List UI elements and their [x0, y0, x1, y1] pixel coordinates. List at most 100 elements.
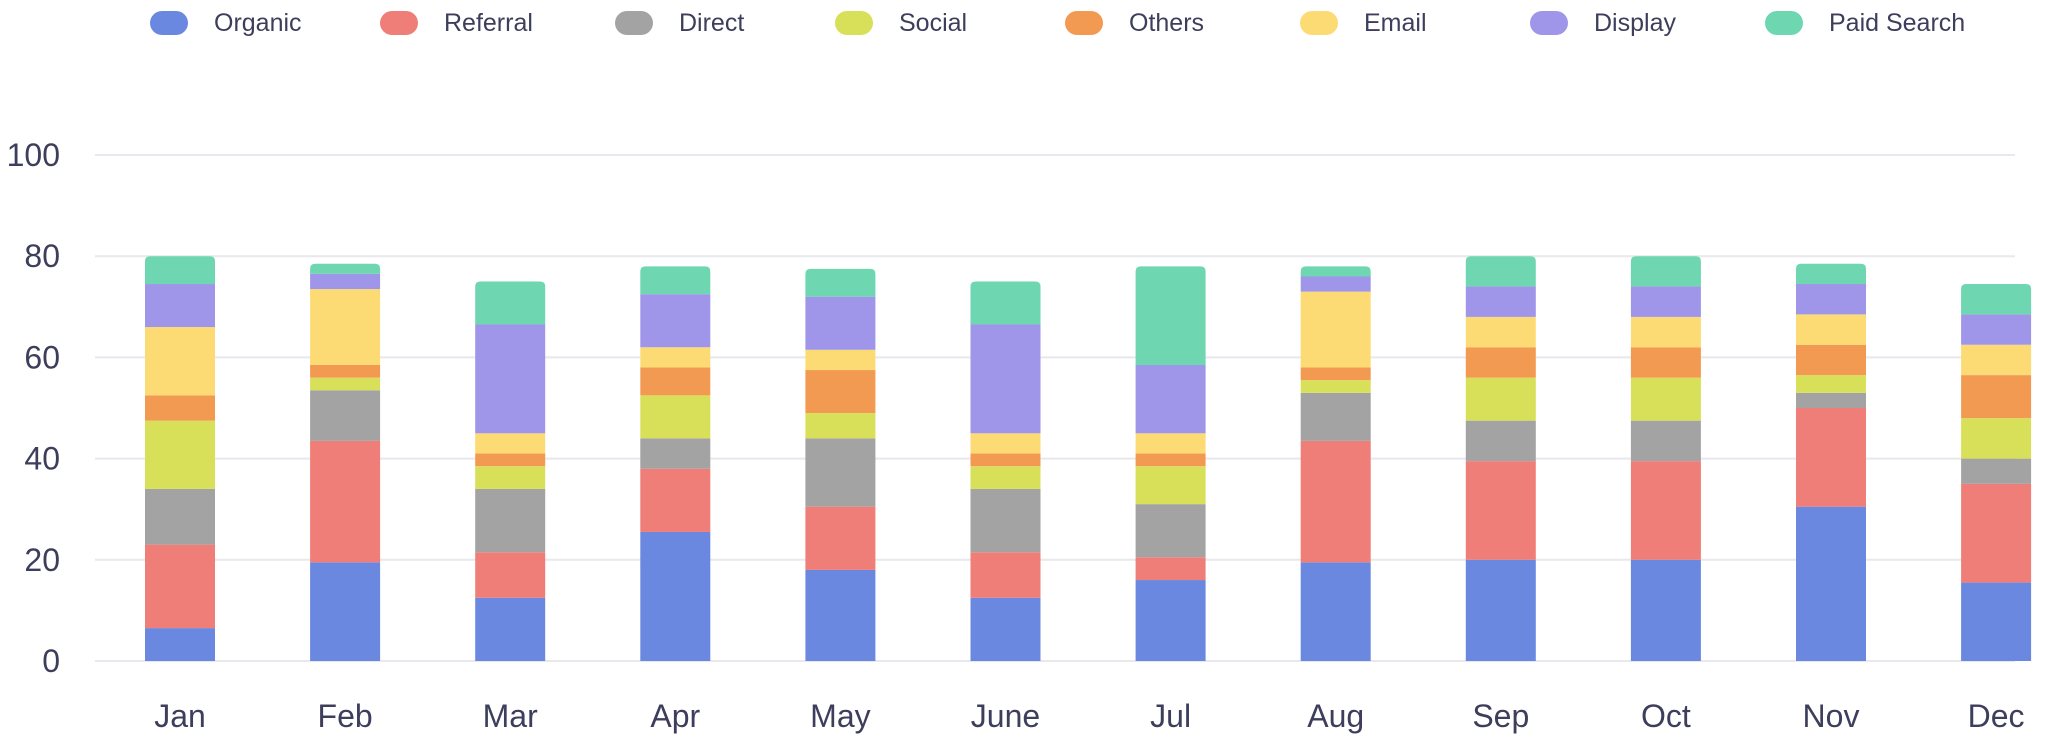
- bar-segment-referral[interactable]: [1465, 461, 1536, 560]
- legend-item-social[interactable]: Social: [835, 6, 967, 40]
- bar-segment-social[interactable]: [640, 395, 711, 439]
- bar-segment-organic[interactable]: [1135, 580, 1206, 661]
- bar-segment-others[interactable]: [1961, 375, 2032, 419]
- bar-segment-email[interactable]: [145, 327, 215, 396]
- bar-segment-referral[interactable]: [805, 506, 876, 570]
- bar-segment-paid-search[interactable]: [970, 281, 1041, 325]
- bar-segment-paid-search[interactable]: [1465, 256, 1536, 287]
- bar-segment-display[interactable]: [1465, 286, 1536, 317]
- bar-segment-referral[interactable]: [640, 468, 711, 532]
- legend-item-others[interactable]: Others: [1065, 6, 1204, 40]
- bar-segment-direct[interactable]: [640, 438, 711, 469]
- bar-segment-referral[interactable]: [1961, 483, 2032, 583]
- bar-segment-others[interactable]: [475, 453, 546, 467]
- bar-segment-display[interactable]: [1630, 286, 1701, 317]
- bar-segment-paid-search[interactable]: [475, 281, 546, 325]
- bar-segment-direct[interactable]: [1300, 392, 1371, 441]
- bar-segment-referral[interactable]: [970, 552, 1041, 598]
- bar-segment-organic[interactable]: [475, 597, 546, 661]
- bar-segment-direct[interactable]: [1135, 504, 1206, 558]
- bar-segment-organic[interactable]: [1630, 559, 1701, 661]
- bar-segment-direct[interactable]: [1630, 420, 1701, 462]
- bar-segment-display[interactable]: [640, 294, 711, 348]
- bar-segment-display[interactable]: [1300, 276, 1371, 292]
- bar-segment-email[interactable]: [1961, 344, 2032, 376]
- bar-segment-paid-search[interactable]: [1135, 266, 1206, 365]
- bar-segment-direct[interactable]: [1961, 458, 2032, 484]
- bar-segment-social[interactable]: [1630, 377, 1701, 421]
- bar-segment-social[interactable]: [1300, 380, 1371, 393]
- bar-segment-referral[interactable]: [145, 544, 215, 629]
- legend-item-organic[interactable]: Organic: [150, 6, 302, 40]
- bar-segment-referral[interactable]: [1300, 440, 1371, 563]
- bar-segment-email[interactable]: [970, 433, 1041, 454]
- bar-segment-direct[interactable]: [145, 488, 215, 545]
- bar-segment-others[interactable]: [1465, 347, 1536, 378]
- bar-segment-email[interactable]: [640, 347, 711, 368]
- bar-segment-others[interactable]: [145, 395, 215, 421]
- bar-segment-paid-search[interactable]: [310, 263, 381, 274]
- bar-segment-display[interactable]: [805, 296, 876, 350]
- bar-segment-organic[interactable]: [970, 597, 1041, 661]
- bar-segment-direct[interactable]: [1465, 420, 1536, 462]
- bar-segment-others[interactable]: [970, 453, 1041, 467]
- bar-segment-email[interactable]: [1300, 291, 1371, 368]
- bar-segment-referral[interactable]: [310, 440, 381, 563]
- bar-segment-others[interactable]: [1630, 347, 1701, 378]
- bar-segment-paid-search[interactable]: [1630, 256, 1701, 287]
- bar-segment-others[interactable]: [640, 367, 711, 396]
- bar-segment-direct[interactable]: [475, 488, 546, 553]
- bar-segment-referral[interactable]: [475, 552, 546, 598]
- bar-segment-organic[interactable]: [1961, 582, 2032, 661]
- bar-segment-display[interactable]: [1796, 284, 1866, 315]
- bar-segment-others[interactable]: [1135, 453, 1206, 467]
- bar-segment-paid-search[interactable]: [145, 256, 215, 285]
- bar-segment-social[interactable]: [1961, 418, 2032, 459]
- bar-segment-social[interactable]: [475, 466, 546, 489]
- bar-segment-email[interactable]: [1796, 314, 1866, 345]
- bar-segment-display[interactable]: [475, 324, 546, 434]
- legend-item-paid-search[interactable]: Paid Search: [1765, 6, 1965, 40]
- bar-segment-social[interactable]: [970, 466, 1041, 489]
- bar-segment-paid-search[interactable]: [640, 266, 711, 295]
- legend-item-email[interactable]: Email: [1300, 6, 1427, 40]
- bar-segment-organic[interactable]: [805, 569, 876, 661]
- bar-segment-display[interactable]: [1135, 364, 1206, 434]
- bar-segment-paid-search[interactable]: [805, 268, 876, 297]
- bar-segment-email[interactable]: [310, 289, 381, 365]
- bar-segment-social[interactable]: [1465, 377, 1536, 421]
- bar-segment-others[interactable]: [805, 370, 876, 414]
- bar-segment-others[interactable]: [1300, 367, 1371, 381]
- bar-segment-organic[interactable]: [1300, 562, 1371, 661]
- bar-segment-social[interactable]: [145, 420, 215, 489]
- bar-segment-display[interactable]: [310, 273, 381, 290]
- legend-item-display[interactable]: Display: [1530, 6, 1676, 40]
- bar-segment-social[interactable]: [1135, 466, 1206, 505]
- bar-segment-display[interactable]: [145, 284, 215, 328]
- bar-segment-referral[interactable]: [1135, 557, 1206, 581]
- legend-item-referral[interactable]: Referral: [380, 6, 533, 40]
- bar-segment-paid-search[interactable]: [1300, 266, 1371, 277]
- bar-segment-direct[interactable]: [1796, 392, 1866, 408]
- bar-segment-paid-search[interactable]: [1961, 284, 2032, 315]
- legend-item-direct[interactable]: Direct: [615, 6, 744, 40]
- bar-segment-social[interactable]: [1796, 375, 1866, 393]
- bar-segment-organic[interactable]: [1465, 559, 1536, 661]
- bar-segment-email[interactable]: [475, 433, 546, 454]
- bar-segment-display[interactable]: [1961, 314, 2032, 345]
- bar-segment-email[interactable]: [1465, 316, 1536, 348]
- bar-segment-direct[interactable]: [310, 390, 381, 441]
- bar-segment-others[interactable]: [310, 364, 381, 378]
- bar-segment-email[interactable]: [1630, 316, 1701, 348]
- bar-segment-others[interactable]: [1796, 344, 1866, 376]
- bar-segment-paid-search[interactable]: [1796, 263, 1866, 285]
- bar-segment-direct[interactable]: [970, 488, 1041, 553]
- bar-segment-organic[interactable]: [310, 562, 381, 661]
- bar-segment-social[interactable]: [310, 377, 381, 391]
- bar-segment-organic[interactable]: [1796, 506, 1866, 661]
- bar-segment-email[interactable]: [805, 349, 876, 371]
- bar-segment-direct[interactable]: [805, 438, 876, 507]
- bar-segment-email[interactable]: [1135, 433, 1206, 454]
- bar-segment-referral[interactable]: [1796, 408, 1866, 507]
- bar-segment-organic[interactable]: [145, 628, 215, 661]
